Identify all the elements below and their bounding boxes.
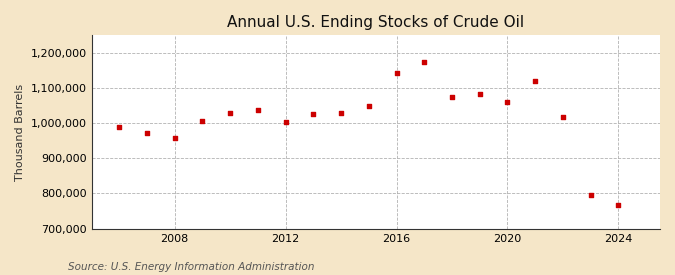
Point [530,79,541,83]
Point [475,92,485,96]
Point [502,100,513,104]
Point [225,111,236,116]
Point [308,112,319,117]
Text: Source: U.S. Energy Information Administration: Source: U.S. Energy Information Administ… [68,262,314,272]
Point [197,119,208,124]
Point [335,111,346,115]
Point [363,103,374,108]
Y-axis label: Thousand Barrels: Thousand Barrels [15,83,25,181]
Point [613,203,624,207]
Point [114,125,125,130]
Point [419,59,430,64]
Point [392,71,402,75]
Title: Annual U.S. Ending Stocks of Crude Oil: Annual U.S. Ending Stocks of Crude Oil [227,15,524,30]
Point [558,115,568,119]
Point [447,95,458,99]
Point [252,108,263,112]
Point [169,136,180,140]
Point [142,131,153,135]
Point [280,120,291,124]
Point [585,193,596,197]
